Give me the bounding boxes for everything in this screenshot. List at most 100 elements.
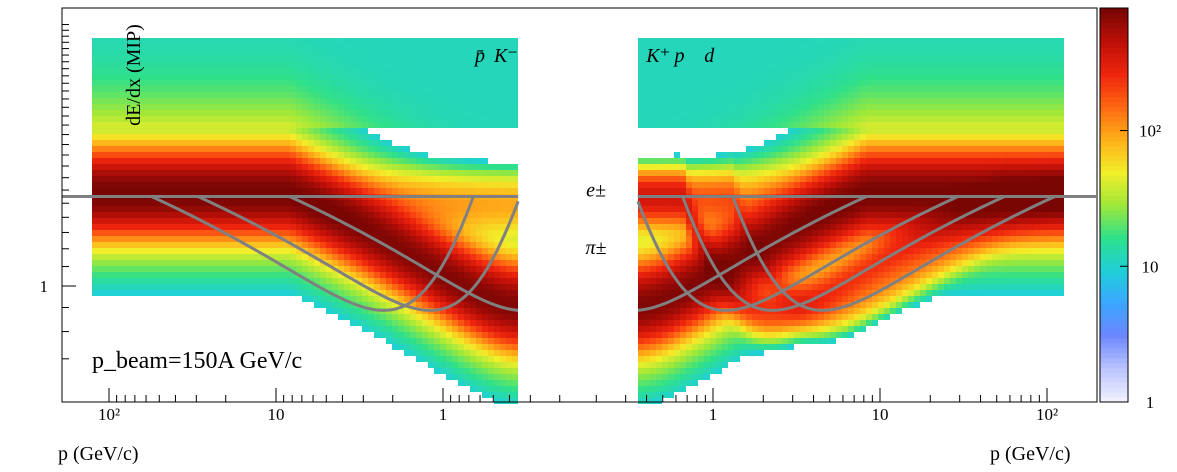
heat-cell [350,164,356,170]
heat-cell [680,386,686,392]
heat-cell [380,212,386,218]
heat-cell [752,80,758,86]
heat-cell [704,290,710,296]
heat-cell [416,332,422,338]
heat-cell [350,104,356,110]
heat-cell [284,206,290,212]
heat-cell [188,176,194,182]
heat-cell [314,86,320,92]
heat-cell [152,272,158,278]
heat-cell [344,38,350,44]
heat-cell [788,128,794,134]
heat-cell [428,188,434,194]
heat-cell [710,188,716,194]
heat-cell [308,134,314,140]
heat-cell [506,80,512,86]
heat-cell [110,104,116,110]
heat-cell [638,368,644,374]
heat-cell [776,146,782,152]
heat-cell [482,110,488,116]
heat-cell [464,170,470,176]
heat-cell [446,350,452,356]
heat-cell [752,236,758,242]
heat-cell [506,368,512,374]
heat-cell [92,242,98,248]
heat-cell [482,122,488,128]
heat-cell [200,110,206,116]
heat-cell [788,308,794,314]
heat-cell [434,218,440,224]
heat-cell [194,80,200,86]
heat-cell [134,128,140,134]
heat-cell [500,338,506,344]
heat-cell [362,296,368,302]
heat-cell [236,80,242,86]
heat-cell [674,236,680,242]
heat-cell [374,116,380,122]
heat-cell [362,326,368,332]
heat-cell [506,38,512,44]
heat-cell [158,86,164,92]
heat-cell [758,62,764,68]
heat-cell [278,134,284,140]
heat-cell [818,242,824,248]
heat-cell [710,308,716,314]
heat-cell [338,224,344,230]
heat-cell [302,284,308,290]
heat-cell [674,266,680,272]
heat-cell [218,182,224,188]
heat-cell [422,236,428,242]
heat-cell [674,44,680,50]
heat-cell [260,68,266,74]
heat-cell [272,182,278,188]
heat-cell [302,164,308,170]
heat-cell [794,200,800,206]
heat-cell [512,242,518,248]
heat-cell [698,62,704,68]
heat-cell [104,38,110,44]
heat-cell [458,176,464,182]
heat-cell [338,92,344,98]
heat-cell [422,260,428,266]
heat-cell [800,218,806,224]
heat-cell [434,302,440,308]
heat-cell [482,230,488,236]
heat-cell [512,260,518,266]
heat-cell [830,116,836,122]
heat-cell [188,164,194,170]
heat-cell [116,284,122,290]
heat-cell [512,248,518,254]
heat-cell [314,176,320,182]
heat-cell [482,320,488,326]
heat-cell [170,68,176,74]
heat-cell [134,284,140,290]
heat-cell [746,98,752,104]
heat-cell [800,44,806,50]
heat-cell [296,152,302,158]
heat-cell [164,98,170,104]
heat-cell [224,104,230,110]
heat-cell [164,122,170,128]
heat-cell [116,278,122,284]
heat-cell [704,176,710,182]
heat-cell [176,86,182,92]
heat-cell [794,86,800,92]
heat-cell [488,68,494,74]
heat-cell [128,44,134,50]
heat-cell [698,110,704,116]
heat-cell [734,200,740,206]
heat-cell [254,134,260,140]
heat-cell [656,200,662,206]
heat-cell [686,314,692,320]
heat-cell [146,176,152,182]
heat-cell [146,86,152,92]
heat-cell [698,272,704,278]
heat-cell [470,176,476,182]
heat-cell [116,146,122,152]
heat-cell [710,284,716,290]
heat-cell [158,182,164,188]
heat-cell [206,206,212,212]
heat-cell [482,338,488,344]
heat-cell [674,122,680,128]
heat-cell [230,266,236,272]
